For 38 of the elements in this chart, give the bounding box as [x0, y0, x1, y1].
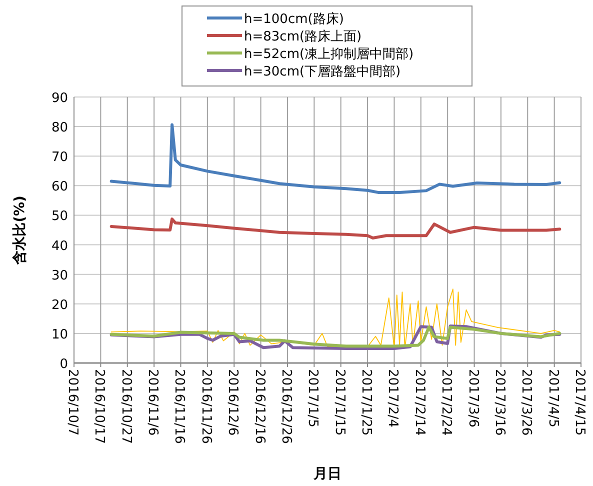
x-tick-label: 2017/4/5 — [545, 369, 560, 428]
x-tick-label: 2016/10/27 — [118, 369, 134, 444]
x-tick-label: 2016/12/26 — [278, 369, 294, 444]
line-series — [110, 218, 562, 240]
y-tick-label: 0 — [60, 357, 68, 372]
x-tick-label: 2016/10/7 — [65, 369, 80, 436]
x-axis-title: 月日 — [312, 466, 342, 482]
x-tick-label: 2016/12/16 — [252, 369, 267, 444]
line-series — [110, 123, 562, 194]
x-tick-label: 2017/1/5 — [305, 369, 320, 428]
legend-label: h=52cm(凍上抑制層中間部) — [244, 47, 414, 62]
x-tick-label: 2017/3/6 — [465, 369, 480, 428]
y-axis-title: 含水比(%) — [12, 196, 28, 266]
y-tick-label: 40 — [51, 238, 68, 254]
y-tick-label: 80 — [51, 120, 68, 136]
x-tick-label: 2017/2/24 — [438, 369, 454, 436]
y-tick-label: 60 — [51, 180, 68, 195]
x-tick-label: 2016/10/17 — [92, 369, 107, 444]
y-tick-label: 30 — [51, 268, 68, 284]
x-tick-label: 2016/11/26 — [198, 369, 214, 444]
x-tick-label: 2017/3/16 — [492, 369, 507, 436]
legend-label: h=100cm(路床) — [244, 12, 344, 27]
y-tick-label: 10 — [51, 327, 68, 342]
legend-label: h=30cm(下層路盤中間部) — [244, 64, 401, 80]
x-tick-label: 2016/12/6 — [225, 369, 240, 436]
x-tick-label: 2017/2/14 — [412, 369, 427, 436]
x-tick-label: 2017/1/15 — [332, 369, 347, 436]
x-tick-label: 2016/11/6 — [145, 369, 160, 436]
legend-label: h=83cm(路床上面) — [244, 30, 362, 44]
x-tick-label: 2016/11/16 — [172, 369, 187, 444]
x-tick-label: 2017/2/4 — [385, 369, 400, 428]
y-tick-label: 70 — [51, 150, 68, 166]
x-tick-label: 2017/1/25 — [358, 369, 374, 436]
y-tick-label: 90 — [51, 91, 68, 106]
y-tick-label: 50 — [51, 209, 68, 224]
x-tick-label: 2017/4/15 — [572, 369, 587, 436]
y-tick-label: 20 — [51, 298, 68, 313]
x-tick-label: 2017/3/26 — [518, 369, 534, 436]
